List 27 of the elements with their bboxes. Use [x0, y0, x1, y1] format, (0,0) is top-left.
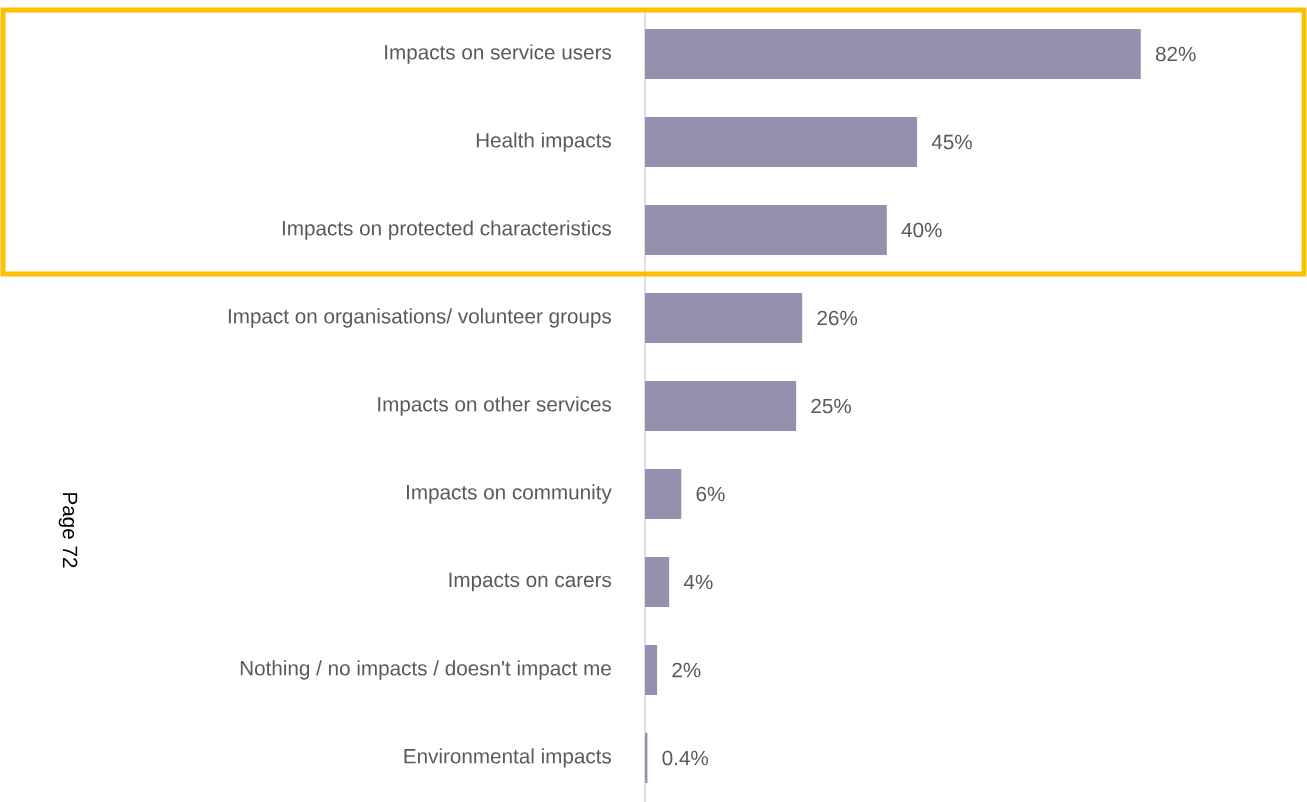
- text: Page 72: [58, 493, 78, 568]
- bar: [645, 29, 1141, 80]
- y-tick-label: Impacts on community: [407, 484, 612, 504]
- data-label: 4%: [683, 574, 713, 590]
- data-label: 45%: [931, 134, 972, 150]
- y-tick-label: Environmental impacts: [404, 748, 612, 768]
- bar: [645, 469, 682, 519]
- data-label: 2%: [672, 662, 701, 678]
- y-tick-label: Impacts on carers: [449, 572, 612, 592]
- data-label: 26%: [817, 310, 858, 326]
- y-tick-label: Impacts on protected characteristics: [282, 220, 612, 240]
- bar: [645, 205, 887, 256]
- data-label: 40%: [901, 222, 942, 238]
- data-label: 0.4%: [662, 750, 709, 766]
- bar: [645, 644, 658, 695]
- data-label: 25%: [811, 398, 852, 414]
- data-label: 6%: [696, 486, 725, 502]
- y-tick-label: Health impacts: [476, 132, 612, 152]
- y-tick-label: Nothing / no impacts / doesn't impact me: [240, 660, 611, 680]
- y-tick-label: Impacts on service users: [385, 44, 612, 64]
- y-tick-label: Impact on organisations/ volunteer groups: [228, 308, 612, 328]
- y-tick-label: Impacts on other services: [378, 396, 612, 416]
- bar: [645, 117, 918, 168]
- bar: [645, 381, 797, 431]
- data-label: 82%: [1155, 46, 1196, 62]
- bar: [645, 557, 670, 607]
- bar: [645, 293, 803, 344]
